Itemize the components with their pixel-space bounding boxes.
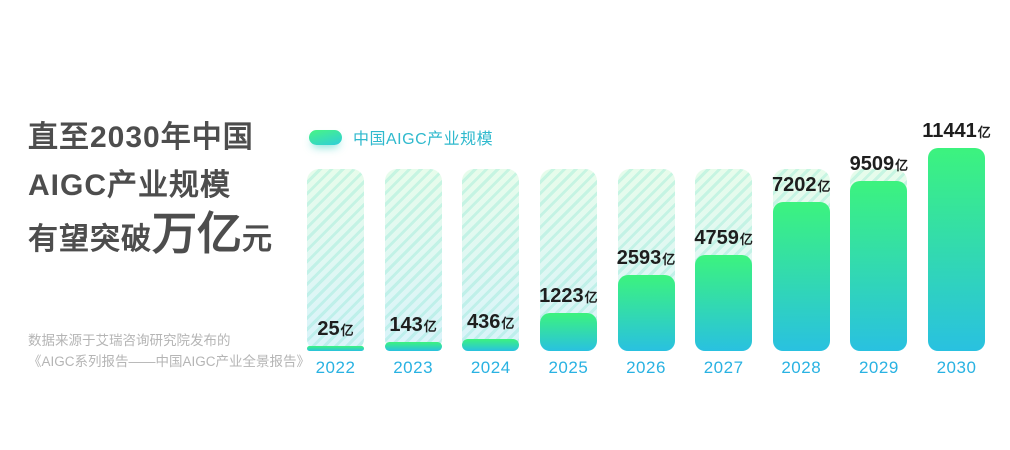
value-label: 143亿 [389,315,436,337]
bar-column: 143亿 2023 [384,120,442,380]
bar-stack: 436亿 [462,120,520,351]
value-label: 25亿 [317,319,353,341]
value-label: 11441亿 [922,121,991,143]
value-label-unit: 亿 [423,319,437,334]
value-bar [539,313,597,351]
value-label-number: 4759 [694,227,739,249]
value-label-unit: 亿 [662,252,676,267]
value-label-number: 436 [467,311,501,333]
value-label-number: 25 [317,318,340,340]
value-label: 2593亿 [617,248,676,270]
value-bar [928,148,985,351]
x-axis-label: 2023 [393,358,434,377]
value-label-number: 2593 [616,247,662,269]
value-label-unit: 亿 [340,323,354,338]
value-bar [307,346,364,351]
value-label: 9509亿 [850,154,909,176]
bar-column: 4759亿 2027 [694,120,753,380]
value-label: 7202亿 [772,175,831,197]
x-axis-label: 2028 [781,358,822,377]
headline-line-3: 有望突破万亿元 [28,210,298,264]
value-bar [384,342,442,351]
value-bar [772,202,830,351]
headline-line3-highlight: 万亿 [152,208,243,259]
bar-column: 11441亿 2030 [922,120,991,380]
value-label-number: 11441 [922,120,977,142]
value-label-number: 1223 [539,285,584,307]
bar-column: 7202亿 2028 [772,120,831,380]
source-note: 数据来源于艾瑞咨询研究院发布的 《AIGC系列报告——中国AIGC产业全景报告》 [28,330,310,372]
source-line-2: 《AIGC系列报告——中国AIGC产业全景报告》 [28,354,311,369]
value-bar [462,339,520,351]
x-axis-label: 2029 [858,358,899,377]
x-axis-label: 2022 [315,358,356,377]
bar-stack: 4759亿 [694,120,753,351]
bar-column: 2593亿 2026 [617,120,676,380]
value-bar [695,255,753,351]
value-label-number: 9509 [849,153,895,175]
headline-line3-suffix: 元 [242,223,274,256]
value-label-unit: 亿 [584,290,598,305]
value-label: 1223亿 [539,286,598,308]
x-axis-label: 2026 [626,358,666,377]
headline-line-2: AIGC产业规模 [28,169,231,202]
ghost-bar [462,169,520,351]
headline: 直至2030年中国 AIGC产业规模 有望突破万亿元 [28,114,298,264]
legend-swatch-icon [309,129,342,145]
value-bar [617,275,675,351]
x-axis-label: 2030 [936,358,977,377]
bar-stack: 2593亿 [617,120,676,351]
bar-column: 1223亿 2025 [539,120,598,380]
bar-stack: 9509亿 [850,120,909,351]
headline-line-1: 直至2030年中国 [28,121,254,154]
bar-column: 436亿 2024 [462,120,520,380]
bar-stack: 11441亿 [922,120,991,351]
x-axis-label: 2024 [470,358,511,377]
ghost-bar [307,169,364,351]
source-line-1: 数据来源于艾瑞咨询研究院发布的 [28,333,231,348]
value-label-unit: 亿 [895,158,909,173]
bar-column: 9509亿 2029 [850,120,909,380]
bar-stack: 143亿 [384,120,442,351]
value-label-number: 143 [389,314,423,336]
bar-stack: 7202亿 [772,120,831,351]
legend-label: 中国AIGC产业规模 [353,131,494,148]
legend: 中国AIGC产业规模 [309,125,493,149]
bar-stack: 1223亿 [539,120,598,351]
ghost-bar [384,169,442,351]
value-label: 436亿 [467,312,514,334]
value-label-unit: 亿 [739,232,753,247]
value-label-unit: 亿 [501,316,515,331]
value-bar [850,181,908,351]
value-label-unit: 亿 [817,179,831,194]
x-axis-label: 2025 [548,358,589,377]
bar-stack: 25亿 [307,120,364,351]
value-label-number: 7202 [772,174,817,196]
headline-line3-prefix: 有望突破 [28,223,152,256]
bar-column: 25亿 2022 [307,120,364,380]
x-axis-label: 2027 [703,358,744,377]
bar-chart: 25亿 2022 143亿 2023 436亿 2024 1223亿 2025 2593亿 202… [307,120,991,380]
value-label: 4759亿 [694,228,753,250]
value-label-unit: 亿 [977,125,991,140]
